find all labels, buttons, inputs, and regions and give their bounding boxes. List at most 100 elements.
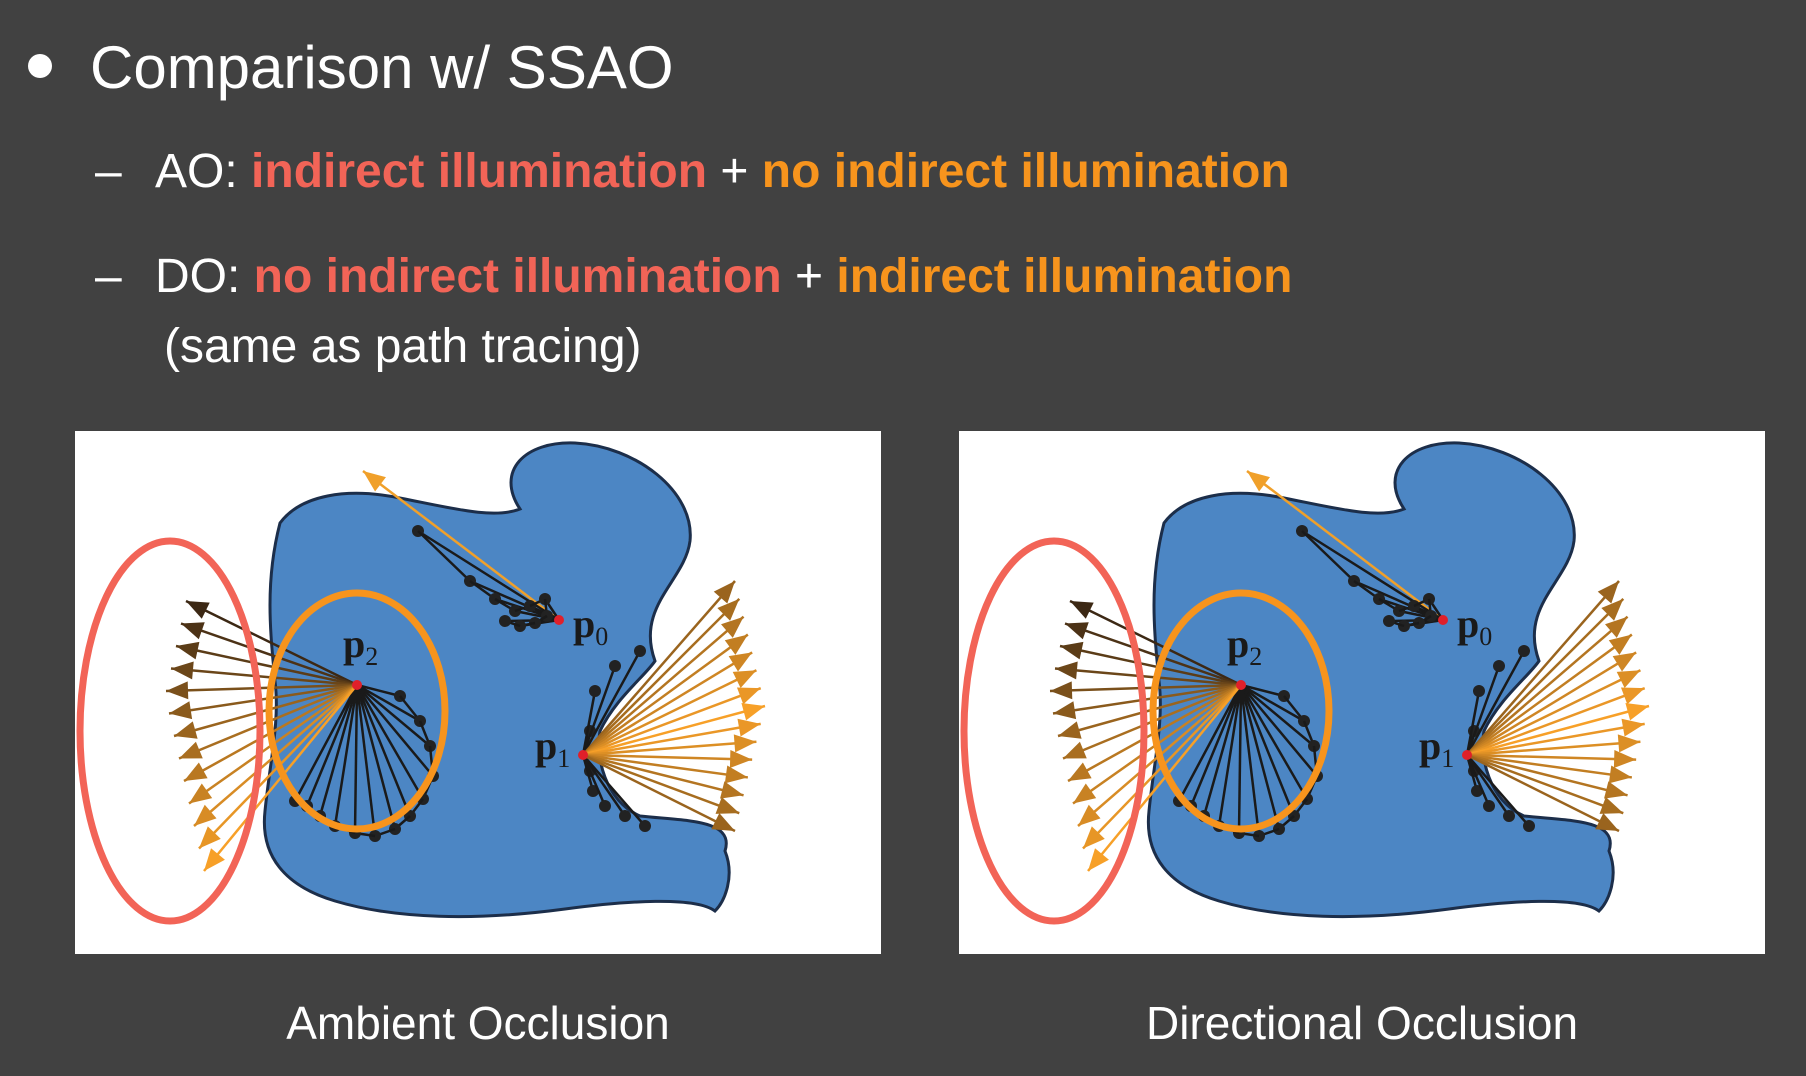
- highlight-red-ellipse: [960, 537, 1148, 925]
- arrowhead: [729, 749, 753, 768]
- arrowhead: [1608, 634, 1632, 655]
- outgoing-ray: [582, 615, 745, 756]
- outgoing-ray: [582, 669, 757, 757]
- caption-directional-occlusion: Directional Occlusion: [1145, 997, 1579, 1049]
- incoming-ray: [1087, 684, 1242, 872]
- sample-dot: [1493, 660, 1505, 672]
- do-prefix: DO:: [155, 250, 254, 303]
- outgoing-ray: [582, 740, 757, 757]
- arrowhead: [1599, 797, 1624, 814]
- occluded-ray: [1239, 684, 1261, 837]
- arrowhead: [1625, 703, 1649, 721]
- highlight-orange-ellipse: [265, 589, 449, 833]
- ao-first-term: indirect illumination: [251, 145, 708, 198]
- sample-dot: [578, 750, 588, 760]
- sample-dot: [1503, 810, 1515, 822]
- occluded-ray: [356, 683, 421, 723]
- outgoing-ray: [582, 633, 749, 757]
- arrowhead: [1073, 783, 1097, 804]
- outgoing-ray: [582, 686, 762, 757]
- sample-dot: [1383, 615, 1395, 627]
- outgoing-ray: [1466, 704, 1650, 757]
- arrowhead: [728, 652, 753, 672]
- arrowhead: [1601, 598, 1624, 621]
- do-first-term: no indirect illumination: [253, 250, 782, 303]
- arrowhead: [1063, 741, 1087, 759]
- arrowhead: [1620, 687, 1645, 705]
- arrowhead: [720, 781, 744, 799]
- occluded-ray: [333, 684, 359, 827]
- do-continuation: (same as path tracing): [164, 320, 642, 373]
- arrowhead: [1621, 718, 1645, 737]
- occluded-ray: [1217, 684, 1243, 827]
- arrowhead: [186, 601, 210, 619]
- title-bullet: Comparison w/ SSAO: [28, 28, 674, 108]
- occluded-ray: [1202, 684, 1243, 817]
- occluded-ray: [1239, 684, 1281, 830]
- arrowhead: [171, 661, 194, 680]
- sample-dot: [1236, 680, 1246, 690]
- occluded-ray: [355, 684, 397, 830]
- escape-ray: [362, 470, 560, 621]
- outgoing-ray: [1466, 753, 1620, 833]
- occluded-ray: [355, 684, 425, 800]
- occluded-ray: [1465, 754, 1491, 807]
- occluded-ray: [355, 684, 377, 837]
- surface-edge: [1301, 530, 1355, 582]
- ao-second-term: no indirect illumination: [761, 145, 1290, 198]
- occluded-ray: [1177, 684, 1243, 802]
- arrowhead: [1247, 471, 1270, 492]
- occluded-ray: [1240, 684, 1315, 747]
- arrowhead: [1053, 701, 1077, 720]
- ao-line: – AO: indirect illumination + no indirect…: [95, 140, 1290, 204]
- incoming-ray: [165, 683, 358, 693]
- occluded-ray: [356, 683, 401, 698]
- arrowhead: [179, 741, 203, 759]
- incoming-ray: [1049, 683, 1242, 693]
- outgoing-ray: [1466, 633, 1633, 757]
- highlight-orange-ellipse: [1149, 589, 1333, 833]
- arrowhead: [1597, 581, 1619, 604]
- sample-dot: [634, 645, 646, 657]
- arrowhead: [1616, 670, 1641, 689]
- arrowhead: [174, 721, 198, 739]
- outgoing-ray: [582, 651, 753, 757]
- outgoing-ray: [1466, 753, 1633, 779]
- outgoing-ray: [582, 753, 740, 815]
- occluded-ray: [1240, 684, 1318, 777]
- arrowhead: [1050, 681, 1073, 700]
- occluded-ray: [1239, 684, 1309, 800]
- arrowhead: [1612, 652, 1637, 672]
- surface-edge: [417, 530, 471, 582]
- arrowhead: [1617, 734, 1641, 753]
- arrowhead: [717, 598, 740, 621]
- outgoing-ray: [582, 753, 736, 833]
- do-second-term: indirect illumination: [836, 250, 1293, 303]
- dash-icon: –: [95, 145, 122, 198]
- caption-ambient-occlusion: Ambient Occlusion: [286, 997, 670, 1049]
- arrowhead: [1058, 721, 1082, 739]
- arrowhead: [1595, 813, 1619, 831]
- outgoing-ray: [1466, 686, 1646, 757]
- occluded-ray: [1237, 684, 1243, 834]
- outgoing-ray: [582, 597, 741, 756]
- arrowhead: [184, 762, 208, 781]
- arrowhead: [194, 804, 217, 826]
- arrowhead: [204, 848, 225, 871]
- occluded-ray: [355, 684, 412, 817]
- occluded-ray: [581, 690, 597, 756]
- arrowhead: [1608, 765, 1632, 784]
- arrowhead: [1065, 622, 1089, 640]
- incoming-ray: [1059, 644, 1242, 687]
- slide-title: Comparison w/ SSAO: [90, 34, 674, 101]
- sample-dot: [499, 615, 511, 627]
- arrowhead: [711, 813, 735, 831]
- arrowhead: [1083, 826, 1105, 849]
- sample-dot: [1438, 615, 1448, 625]
- arrowhead: [736, 687, 761, 705]
- arrowhead: [715, 797, 740, 814]
- incoming-ray: [1057, 683, 1242, 738]
- arrowhead: [1613, 749, 1637, 768]
- sample-dot: [1523, 820, 1535, 832]
- arrowhead: [1068, 762, 1092, 781]
